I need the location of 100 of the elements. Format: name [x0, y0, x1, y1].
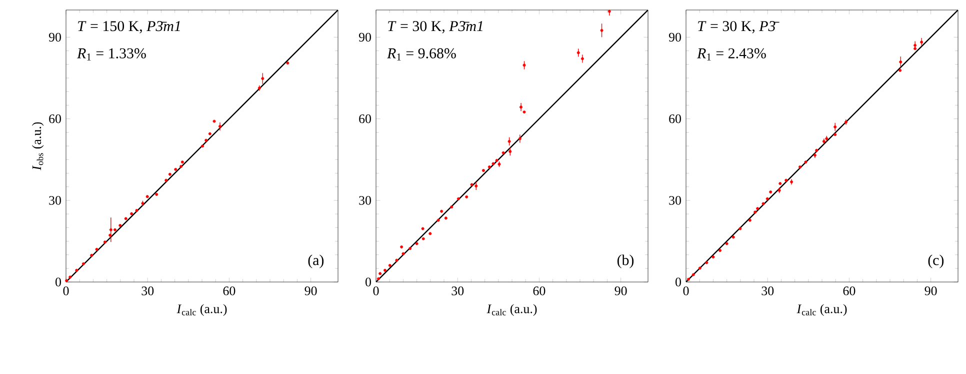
point [174, 168, 178, 171]
point [920, 40, 924, 44]
y-tick-label: 0 [56, 278, 61, 286]
x-tick-label: 60 [533, 286, 546, 296]
point [899, 60, 902, 64]
point [488, 165, 491, 168]
annotation: T = 30 K, P3̄ [698, 21, 780, 34]
point [482, 168, 485, 172]
point [778, 182, 782, 186]
point [518, 137, 522, 140]
x-tick-label: 90 [924, 286, 937, 296]
x-tick-label: 0 [373, 286, 379, 296]
point [508, 150, 512, 153]
point [732, 236, 735, 239]
x-tick-label: 90 [304, 286, 317, 296]
point [692, 273, 695, 276]
point [118, 224, 122, 227]
point [388, 264, 392, 267]
point [698, 266, 702, 270]
point [502, 151, 505, 154]
x-tick-label: 30 [452, 286, 464, 296]
point [402, 252, 405, 256]
y-tick-label: 90 [668, 32, 682, 42]
point [146, 195, 149, 198]
point [130, 212, 134, 216]
point [65, 279, 68, 282]
x-axis-title: I$_{calc}$ (a.u.) [486, 304, 537, 316]
point [686, 278, 690, 281]
point [103, 240, 106, 244]
point [508, 140, 511, 143]
point [580, 57, 584, 60]
point [90, 254, 94, 257]
y-tick-label: 90 [48, 32, 61, 42]
point [465, 195, 468, 198]
point [456, 197, 460, 200]
point [82, 262, 85, 266]
point [108, 234, 112, 237]
point [754, 210, 757, 214]
point [95, 248, 98, 251]
annotation: R$_{1}$ = 2.43% [697, 48, 766, 60]
point [376, 277, 380, 280]
point [748, 218, 752, 222]
point [201, 144, 204, 148]
y-tick-label: 30 [669, 196, 682, 205]
point [75, 268, 78, 272]
annotation: (c) [928, 254, 944, 268]
point [440, 210, 444, 213]
point [168, 172, 172, 176]
annotation: T = 30 K, P3̄m1 [388, 21, 482, 34]
point [68, 276, 72, 279]
x-tick-label: 0 [683, 286, 689, 296]
point [400, 245, 404, 248]
y-tick-label: 30 [359, 196, 371, 205]
x-tick-label: 30 [762, 286, 774, 296]
annotation: (a) [308, 254, 324, 268]
point [495, 158, 498, 162]
x-tick-label: 90 [614, 286, 627, 296]
point [600, 28, 604, 32]
point [519, 106, 522, 109]
point [135, 208, 138, 212]
point [712, 255, 715, 258]
y-tick-label: 60 [669, 114, 682, 124]
point [444, 216, 448, 220]
point [212, 120, 216, 123]
point [421, 227, 424, 230]
point [725, 242, 728, 246]
point [738, 227, 742, 230]
annotation: R$_{1}$ = 9.68% [387, 48, 456, 60]
annotation: (b) [617, 254, 634, 268]
point [576, 51, 580, 54]
y-tick-label: 60 [49, 114, 61, 124]
annotation: R$_{1}$ = 1.33% [77, 48, 146, 60]
point [450, 205, 454, 208]
x-axis-title: I$_{calc}$ (a.u.) [176, 304, 227, 316]
x-tick-label: 60 [223, 286, 236, 296]
point [769, 190, 772, 194]
point [705, 261, 708, 264]
point [286, 62, 290, 65]
point [492, 162, 495, 166]
point [470, 183, 474, 186]
point [395, 258, 398, 262]
y-tick-label: 0 [676, 278, 682, 286]
point [124, 217, 128, 220]
annotation: T = 150 K, P3̄m1 [78, 21, 180, 34]
point [784, 178, 788, 182]
point [180, 160, 184, 164]
point [898, 68, 902, 72]
point [408, 247, 412, 250]
point [834, 125, 837, 128]
point [164, 178, 168, 182]
point [180, 164, 183, 168]
point [815, 148, 818, 152]
point [804, 160, 808, 164]
y-tick-label: 0 [366, 278, 371, 286]
point [261, 77, 264, 80]
y-tick-label: 30 [49, 196, 61, 205]
point [798, 165, 802, 168]
point [436, 218, 440, 222]
point [756, 207, 760, 210]
point [208, 132, 212, 136]
